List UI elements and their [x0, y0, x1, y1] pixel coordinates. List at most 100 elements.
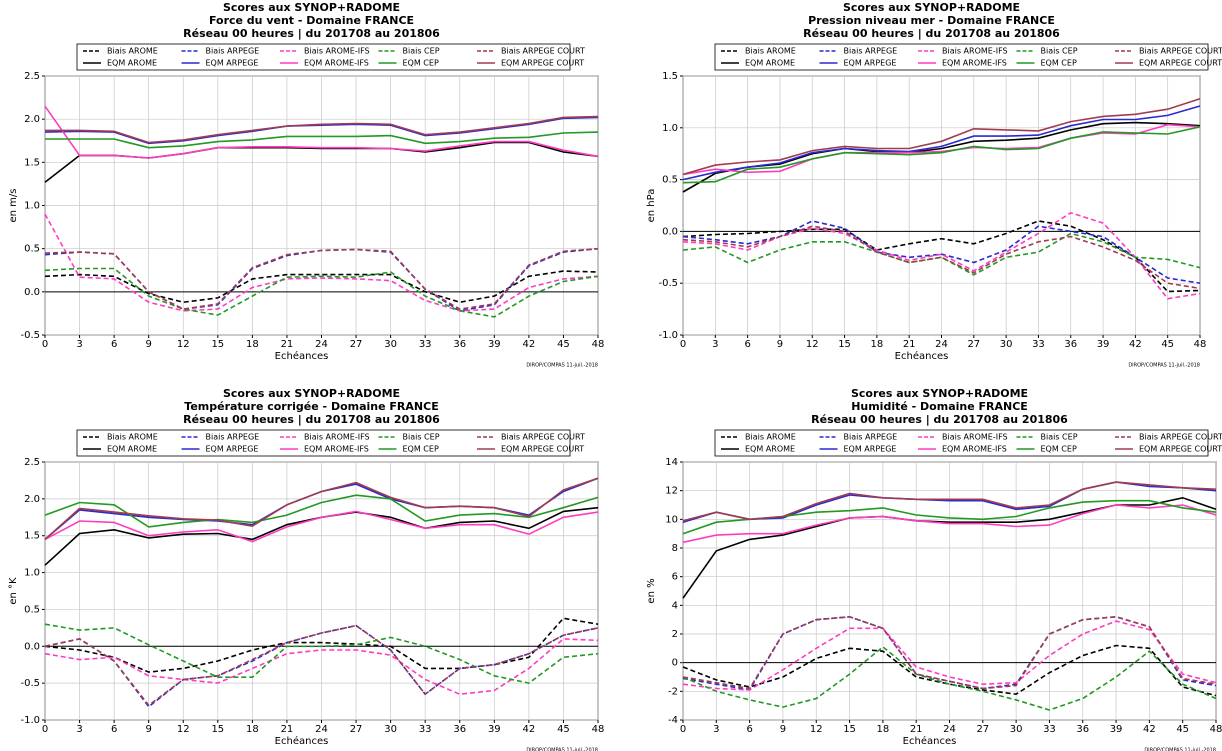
y-tick-label: 0.0 — [662, 226, 678, 237]
x-tick-label: 0 — [42, 339, 48, 350]
legend-label: EQM AROME — [107, 59, 157, 68]
x-tick-label: 0 — [42, 724, 48, 735]
y-tick-label: 0.5 — [662, 175, 678, 186]
legend-label: EQM ARPEGE — [206, 59, 259, 68]
legend-label: Biais CEP — [1041, 47, 1078, 56]
x-tick-label: 21 — [281, 724, 294, 735]
x-tick-label: 12 — [177, 339, 190, 350]
chart-title: Humidité - Domaine FRANCE — [851, 400, 1028, 413]
y-tick-label: 1.5 — [24, 157, 40, 168]
y-tick-label: 2.0 — [24, 494, 40, 505]
x-tick-label: 9 — [777, 339, 783, 350]
series-line — [44, 105, 599, 159]
y-tick-label: 1.0 — [24, 201, 40, 212]
x-tick-label: 48 — [592, 724, 605, 735]
legend-label: Biais AROME — [107, 433, 158, 442]
x-tick-label: 39 — [1097, 339, 1110, 350]
chart-title: Pression niveau mer - Domaine FRANCE — [808, 14, 1055, 27]
x-tick-label: 48 — [592, 339, 605, 350]
x-tick-label: 24 — [315, 339, 328, 350]
series-line — [682, 232, 1201, 276]
x-tick-label: 3 — [713, 724, 719, 735]
y-tick-label: 1.0 — [24, 568, 40, 579]
footer: DIROP/COMPAS 11-juil.-2018 — [1144, 748, 1216, 751]
legend-label: EQM AROME-IFS — [304, 445, 369, 454]
legend-label: EQM CEP — [1041, 445, 1077, 454]
legend-label: Biais AROME — [745, 433, 796, 442]
x-tick-label: 3 — [712, 339, 718, 350]
x-tick-label: 42 — [1129, 339, 1142, 350]
x-tick-label: 3 — [76, 339, 82, 350]
x-tick-label: 42 — [523, 339, 536, 350]
series-line — [682, 481, 1217, 522]
x-tick-label: 36 — [1076, 724, 1089, 735]
legend-label: Biais CEP — [1041, 433, 1078, 442]
x-tick-label: 9 — [146, 724, 152, 735]
legend-label: EQM AROME-IFS — [304, 59, 369, 68]
x-tick-label: 9 — [780, 724, 786, 735]
x-tick-label: 3 — [76, 724, 82, 735]
legend-label: EQM ARPEGE COURT — [501, 445, 584, 454]
y-tick-label: 10 — [665, 514, 678, 525]
series-line — [44, 623, 599, 684]
y-tick-label: 12 — [665, 486, 678, 497]
x-tick-label: 21 — [910, 724, 923, 735]
x-tick-label: 39 — [488, 339, 501, 350]
y-axis-label: en m/s — [8, 189, 19, 223]
y-tick-label: 6 — [672, 572, 678, 583]
x-tick-label: 33 — [1032, 339, 1045, 350]
footer: DIROP/COMPAS 11-juil.-2018 — [526, 363, 598, 369]
x-tick-label: 48 — [1194, 339, 1207, 350]
legend-label: Biais CEP — [403, 47, 440, 56]
legend-label: EQM AROME-IFS — [942, 445, 1007, 454]
legend-label: EQM ARPEGE COURT — [501, 59, 584, 68]
x-tick-label: 18 — [871, 339, 884, 350]
y-tick-label: 2.0 — [24, 114, 40, 125]
legend-label: EQM CEP — [403, 445, 439, 454]
y-tick-label: -0.5 — [20, 678, 40, 689]
series-line — [44, 267, 599, 318]
x-tick-label: 12 — [810, 724, 823, 735]
x-tick-label: 45 — [1161, 339, 1174, 350]
legend-label: Biais ARPEGE COURT — [1139, 47, 1222, 56]
series-line — [682, 126, 1201, 184]
footer: DIROP/COMPAS 11-juil.-2018 — [526, 748, 598, 751]
chart-title: Force du vent - Domaine FRANCE — [209, 14, 414, 27]
y-tick-label: 1.0 — [662, 123, 678, 134]
series-line — [682, 644, 1217, 697]
series-line — [44, 617, 599, 673]
y-tick-label: 0.5 — [24, 604, 40, 615]
legend-box — [714, 43, 1209, 71]
y-tick-label: 2 — [672, 629, 678, 640]
y-tick-label: 4 — [672, 600, 678, 611]
y-tick-label: 0.0 — [24, 287, 40, 298]
chart-title: Réseau 00 heures | du 201708 au 201806 — [183, 413, 440, 426]
legend-label: Biais ARPEGE COURT — [1139, 433, 1222, 442]
y-tick-label: 2.5 — [24, 71, 40, 82]
series-line — [682, 211, 1201, 300]
legend-label: Biais ARPEGE — [844, 47, 898, 56]
x-tick-label: 42 — [1143, 724, 1156, 735]
x-tick-label: 0 — [680, 724, 686, 735]
legend-label: EQM CEP — [1041, 59, 1077, 68]
series-line — [682, 615, 1217, 690]
x-tick-label: 27 — [350, 724, 363, 735]
x-tick-label: 12 — [177, 724, 190, 735]
y-axis-label: en % — [646, 578, 657, 603]
chart-title: Scores aux SYNOP+RADOME — [223, 387, 400, 400]
x-tick-label: 36 — [453, 339, 466, 350]
legend-box — [76, 429, 571, 457]
x-tick-label: 9 — [146, 339, 152, 350]
series-line — [45, 115, 599, 144]
x-tick-label: 6 — [746, 724, 752, 735]
x-tick-label: 24 — [943, 724, 956, 735]
legend-label: EQM AROME — [107, 445, 157, 454]
series-line — [682, 620, 1217, 691]
chart-title: Température corrigée - Domaine FRANCE — [184, 400, 438, 413]
legend-label: Biais AROME — [107, 47, 158, 56]
y-tick-label: -2 — [668, 686, 678, 697]
